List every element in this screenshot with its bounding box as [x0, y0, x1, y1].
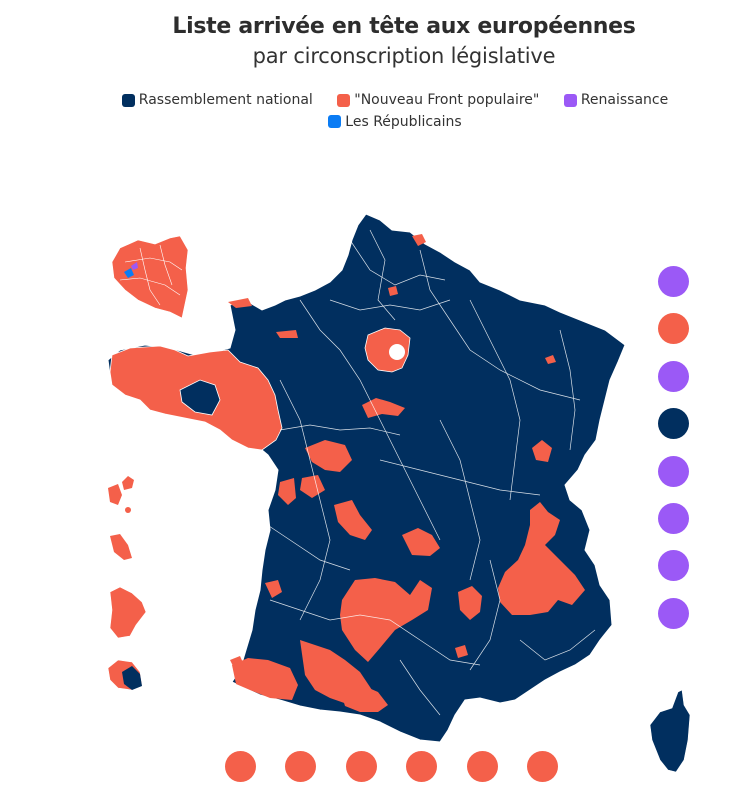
- region-nfp-gironde-2[interactable]: [230, 656, 244, 668]
- legend: Rassemblement national "Nouveau Front po…: [0, 90, 737, 134]
- region-nfp-tours[interactable]: [305, 440, 352, 472]
- overseas-dot-nfp[interactable]: [466, 751, 498, 782]
- region-nfp-saint-etienne[interactable]: [458, 586, 482, 620]
- overseas-dot-renaissance[interactable]: [658, 266, 689, 297]
- region-nfp-clermont[interactable]: [402, 528, 440, 556]
- overseas-dot-renaissance[interactable]: [658, 455, 689, 487]
- overseas-dot-rn[interactable]: [658, 408, 689, 440]
- constituency-borders: [259, 229, 596, 716]
- overseas-dot-nfp[interactable]: [658, 313, 689, 345]
- inset-guadeloupe-2[interactable]: [122, 476, 134, 490]
- map-title: Liste arrivée en tête aux européennes: [172, 14, 636, 39]
- overseas-dot-renaissance[interactable]: [658, 550, 689, 582]
- region-nfp-rodez-tulle[interactable]: [340, 578, 432, 662]
- legend-label: Rassemblement national: [138, 92, 313, 108]
- region-nfp-pyrenees-atlantiques[interactable]: [232, 658, 298, 700]
- region-nfp-caen[interactable]: [276, 330, 298, 338]
- legend-item-renaissance[interactable]: Renaissance: [563, 90, 669, 110]
- legend-item-nfp[interactable]: "Nouveau Front populaire": [337, 90, 539, 110]
- inset-martinique[interactable]: [110, 534, 132, 560]
- legend-swatch-rn: [121, 93, 135, 107]
- overseas-dot-renaissance[interactable]: [658, 503, 689, 534]
- inset-paris[interactable]: [111, 235, 189, 319]
- region-paris-blank: [389, 344, 405, 360]
- region-nfp-cherbourg[interactable]: [228, 298, 252, 308]
- region-nfp-poitiers[interactable]: [278, 478, 296, 505]
- legend-item-lr[interactable]: Les Républicains: [328, 112, 462, 132]
- overseas-dot-nfp[interactable]: [527, 751, 558, 782]
- legend-label: Renaissance: [580, 92, 669, 108]
- inset-paris-borders: [119, 244, 183, 306]
- region-rn-bretagne-centre[interactable]: [179, 379, 221, 416]
- overseas-dot-nfp[interactable]: [225, 751, 256, 782]
- legend-label: "Nouveau Front populaire": [354, 92, 540, 108]
- overseas-dot-nfp[interactable]: [285, 751, 317, 782]
- inset-reunion-rn[interactable]: [122, 666, 142, 690]
- region-nfp-orleans[interactable]: [362, 398, 405, 418]
- region-nfp-limoges[interactable]: [334, 500, 372, 540]
- legend-item-rn[interactable]: Rassemblement national: [121, 90, 313, 110]
- overseas-dot-renaissance[interactable]: [658, 597, 689, 629]
- region-nfp-lille[interactable]: [412, 234, 426, 246]
- inset-paris-renaissance[interactable]: [131, 262, 138, 270]
- region-nfp-dijon[interactable]: [532, 440, 552, 462]
- region-nfp-amiens[interactable]: [388, 286, 398, 296]
- legend-swatch-lr: [328, 115, 342, 128]
- region-nfp-nancy[interactable]: [545, 355, 556, 364]
- overseas-dot-nfp[interactable]: [406, 751, 438, 782]
- legend-swatch-nfp: [337, 93, 351, 107]
- region-nfp-ariege[interactable]: [340, 685, 388, 712]
- overseas-dot-nfp[interactable]: [345, 751, 377, 782]
- inset-paris-lr[interactable]: [124, 268, 134, 278]
- legend-swatch-renaissance: [563, 93, 577, 107]
- legend-label: Les Républicains: [345, 113, 462, 130]
- region-nfp-ile-de-france[interactable]: [364, 327, 411, 373]
- region-nfp-niort[interactable]: [300, 475, 325, 498]
- inset-guadeloupe-3[interactable]: [125, 507, 131, 513]
- overseas-dot-renaissance[interactable]: [658, 360, 689, 392]
- inset-corse[interactable]: [649, 689, 691, 773]
- region-nfp-montpellier[interactable]: [455, 645, 468, 658]
- region-nfp-lyon-grenoble[interactable]: [498, 502, 585, 615]
- inset-guadeloupe[interactable]: [108, 484, 122, 505]
- region-nfp-bordeaux[interactable]: [265, 580, 282, 598]
- map-subtitle: par circonscription législative: [252, 44, 556, 68]
- inset-guyane[interactable]: [109, 586, 147, 639]
